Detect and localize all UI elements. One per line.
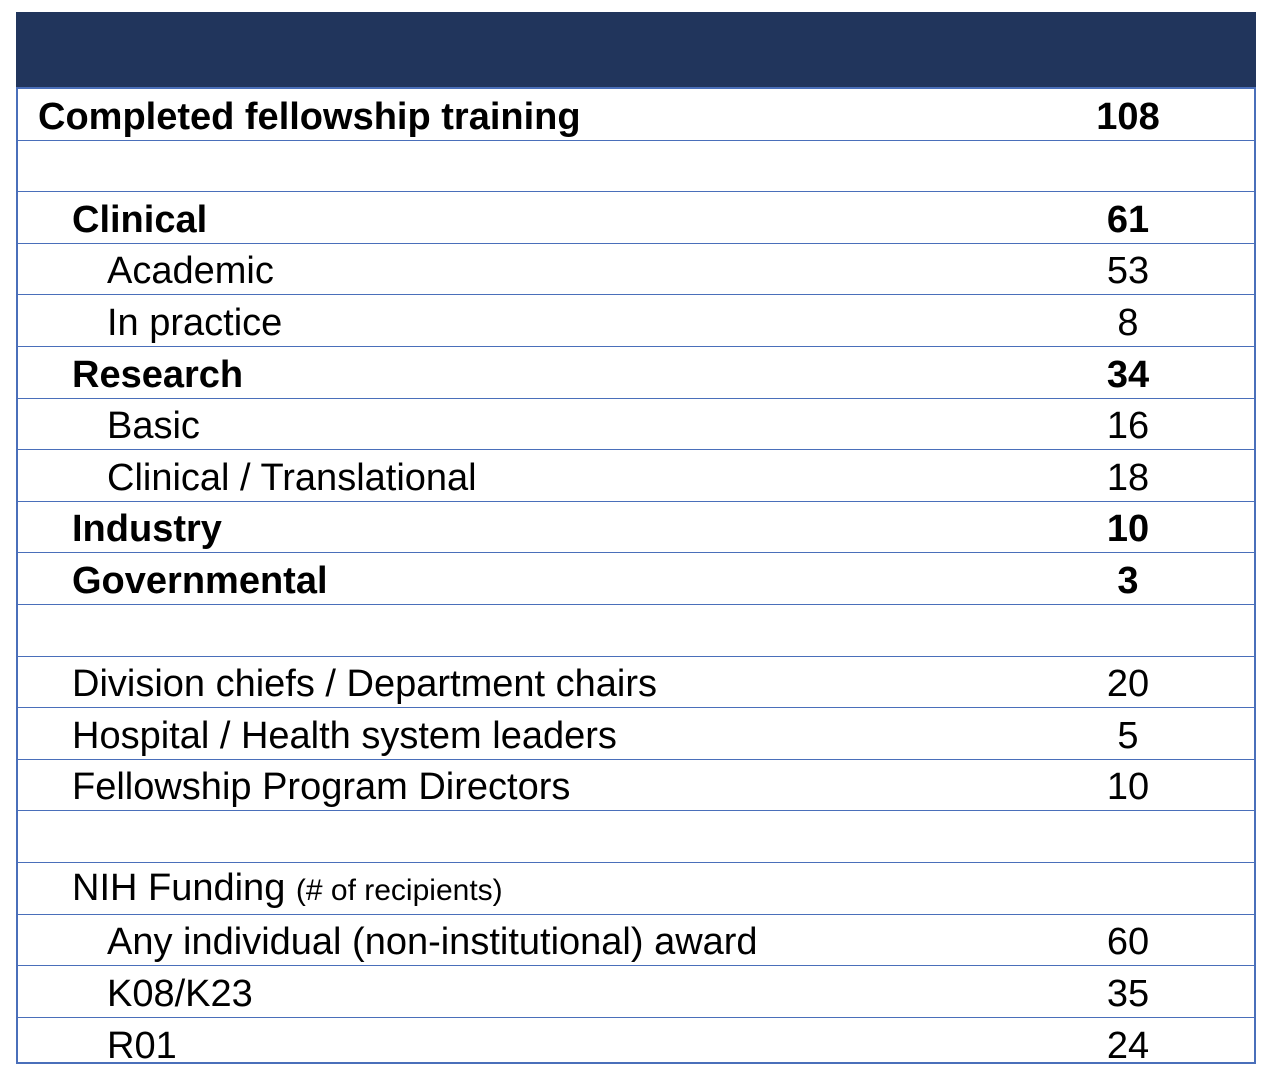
table-body: Completed fellowship training 108 Clinical… xyxy=(18,89,1254,1069)
table-row: Any individual (non-institutional) award… xyxy=(18,915,1254,967)
table-row: Governmental 3 xyxy=(18,553,1254,605)
table-row: Academic 53 xyxy=(18,244,1254,296)
row-label-text: R01 xyxy=(107,1025,177,1068)
row-label: Hospital / Health system leaders xyxy=(72,715,617,757)
row-label-note: (# of recipients) xyxy=(295,873,503,907)
row-label-text: K08/K23 xyxy=(107,972,253,1015)
row-label: Industry xyxy=(72,508,222,550)
row-label: Clinical / Translational xyxy=(107,457,477,499)
row-value: 5 xyxy=(1117,714,1139,757)
row-value: 20 xyxy=(1106,663,1150,706)
table-row: R01 24 xyxy=(18,1018,1254,1070)
table-row: In practice 8 xyxy=(18,295,1254,347)
row-value: 53 xyxy=(1106,250,1150,293)
row-label-text: Research xyxy=(72,353,244,396)
table-row: Industry 10 xyxy=(18,502,1254,554)
row-label: Completed fellowship training xyxy=(38,96,581,138)
row-label-text: Clinical / Translational xyxy=(107,456,477,499)
row-value: 34 xyxy=(1106,353,1150,396)
row-label: R01 xyxy=(107,1025,177,1067)
fellowship-outcomes-table: Completed fellowship training 108 Clinical… xyxy=(16,12,1256,1067)
table-row: Completed fellowship training 108 xyxy=(18,89,1254,141)
row-value: 8 xyxy=(1117,301,1139,344)
row-label: Any individual (non-institutional) award xyxy=(107,921,758,963)
row-value: 10 xyxy=(1106,508,1150,551)
table-row: NIH Funding (# of recipients) xyxy=(18,863,1254,915)
row-value: 60 xyxy=(1106,921,1150,964)
row-label-text: In practice xyxy=(107,301,283,344)
row-label: Academic xyxy=(107,250,274,292)
row-label-text: Hospital / Health system leaders xyxy=(72,714,617,757)
row-label-text: Academic xyxy=(107,250,274,293)
row-label-text: Basic xyxy=(107,405,200,448)
row-label-text: Fellowship Program Directors xyxy=(72,766,571,809)
row-label: Division chiefs / Department chairs xyxy=(72,663,657,705)
row-label-text: Any individual (non-institutional) award xyxy=(107,921,758,964)
row-label: Basic xyxy=(107,405,200,447)
row-label: Fellowship Program Directors xyxy=(72,766,570,808)
row-label-text: Governmental xyxy=(72,559,328,602)
row-value: 18 xyxy=(1106,456,1150,499)
row-label-text: Completed fellowship training xyxy=(38,95,581,138)
row-label: Clinical xyxy=(72,199,207,241)
table-row-spacer xyxy=(18,141,1254,193)
row-label: Research xyxy=(72,354,243,396)
row-value: 3 xyxy=(1117,559,1139,602)
row-value: 10 xyxy=(1106,766,1150,809)
row-label: K08/K23 xyxy=(107,973,253,1015)
table-row: Clinical / Translational 18 xyxy=(18,450,1254,502)
table-row: Basic 16 xyxy=(18,399,1254,451)
row-value: 61 xyxy=(1106,198,1150,241)
row-label: NIH Funding (# of recipients) xyxy=(72,867,503,912)
table-row: Clinical 61 xyxy=(18,192,1254,244)
table-row: K08/K23 35 xyxy=(18,966,1254,1018)
row-value: 16 xyxy=(1106,405,1150,448)
table-row: Division chiefs / Department chairs 20 xyxy=(18,657,1254,709)
row-value: 108 xyxy=(1096,95,1160,138)
table-row: Hospital / Health system leaders 5 xyxy=(18,708,1254,760)
table-header-band xyxy=(16,12,1256,89)
table-row-spacer xyxy=(18,811,1254,863)
table-row-spacer xyxy=(18,605,1254,657)
row-label-text: Division chiefs / Department chairs xyxy=(72,663,657,706)
table-row: Fellowship Program Directors 10 xyxy=(18,760,1254,812)
row-label-text: NIH Funding xyxy=(72,866,286,909)
row-label-text: Clinical xyxy=(72,198,208,241)
row-value: 24 xyxy=(1106,1025,1150,1068)
row-label-text: Industry xyxy=(72,508,222,551)
row-label: Governmental xyxy=(72,560,328,602)
row-label: In practice xyxy=(107,302,282,344)
row-value: 35 xyxy=(1106,972,1150,1015)
table-row: Research 34 xyxy=(18,347,1254,399)
